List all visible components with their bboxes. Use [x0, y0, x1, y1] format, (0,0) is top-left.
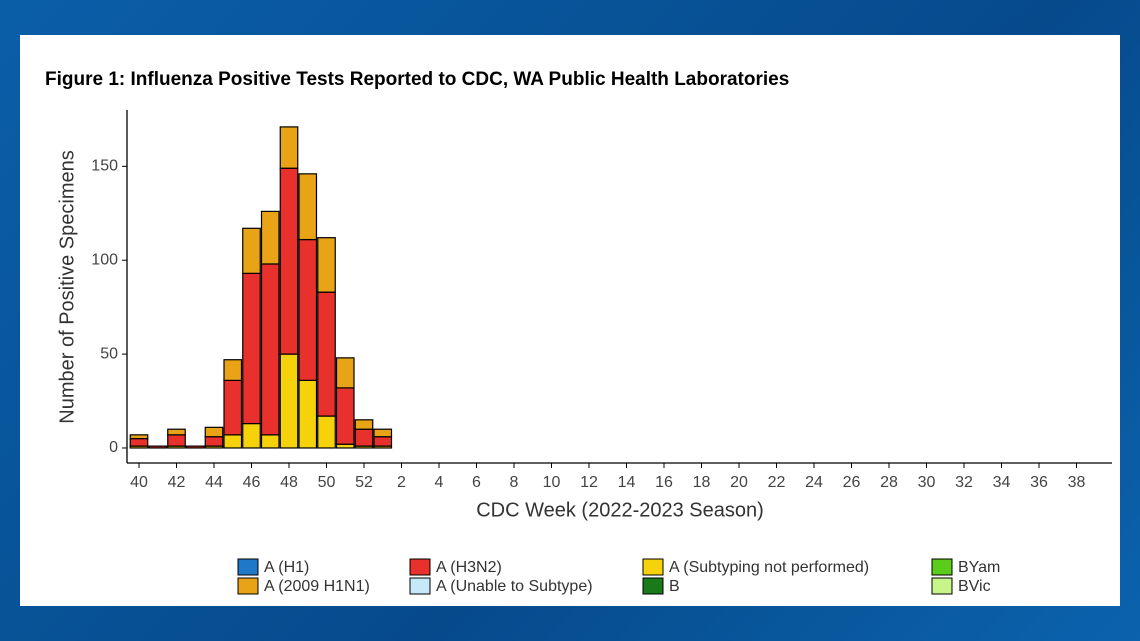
legend-label: A (2009 H1N1): [264, 578, 370, 595]
y-tick-label: 50: [100, 345, 118, 362]
x-tick-label: 6: [472, 474, 481, 491]
y-tick-label: 0: [109, 439, 118, 456]
x-tick-label: 24: [805, 474, 823, 491]
bar-segment: [260, 434, 280, 449]
bar-segment: [167, 434, 186, 447]
bar-segment: [167, 428, 186, 436]
bar-segment: [279, 167, 299, 355]
bar-segment: [298, 173, 318, 241]
legend-label: A (H1): [264, 559, 309, 576]
x-tick-label: 44: [205, 474, 223, 491]
legend-key: [237, 577, 259, 595]
bar-segment: [242, 227, 261, 274]
x-tick-label: 50: [318, 474, 336, 491]
bar-segment: [185, 445, 205, 449]
legend-label: A (Subtyping not performed): [669, 559, 869, 576]
bar-segment: [242, 422, 261, 449]
x-tick-label: 36: [1030, 474, 1048, 491]
x-tick-label: 14: [618, 474, 636, 491]
bar-segment: [279, 126, 299, 169]
bar-segment: [223, 359, 243, 381]
legend-label: A (Unable to Subtype): [436, 578, 593, 595]
x-tick-label: 8: [510, 474, 519, 491]
bar-segment: [298, 238, 318, 381]
bar-segment: [223, 379, 243, 436]
y-tick-label: 150: [91, 158, 118, 175]
bar-segment: [129, 434, 149, 440]
bar-segment: [242, 272, 261, 425]
x-tick-label: 30: [918, 474, 936, 491]
legend-label: B: [669, 578, 680, 595]
x-tick-label: 48: [280, 474, 298, 491]
x-tick-label: 28: [880, 474, 898, 491]
bar-segment: [373, 428, 393, 438]
x-tick-label: 2: [397, 474, 406, 491]
x-tick-label: 26: [843, 474, 861, 491]
x-tick-label: 22: [768, 474, 786, 491]
bar-segment: [354, 419, 374, 430]
bar-segment: [335, 357, 355, 389]
legend-key: [409, 558, 431, 576]
x-tick-label: 34: [993, 474, 1011, 491]
legend-key: [642, 577, 664, 595]
x-tick-label: 16: [655, 474, 673, 491]
legend-key: [642, 558, 664, 576]
x-tick-label: 46: [243, 474, 261, 491]
bar-segment: [317, 291, 336, 417]
y-axis-title: Number of Positive Specimens: [56, 150, 78, 423]
x-tick-label: 4: [435, 474, 444, 491]
legend-key: [237, 558, 259, 576]
bar-segment: [148, 445, 168, 449]
bar-segment: [335, 387, 355, 445]
bar-segment: [223, 434, 243, 449]
bar-segment: [354, 428, 374, 447]
x-tick-label: 20: [730, 474, 748, 491]
bar-segment: [373, 436, 393, 447]
x-tick-label: 42: [168, 474, 186, 491]
bar-segment: [260, 263, 280, 436]
bar-segment: [317, 415, 336, 449]
legend-key: [931, 577, 953, 595]
bar-segment: [260, 210, 280, 265]
bar-segment: [317, 237, 336, 293]
legend-label: A (H3N2): [436, 559, 502, 576]
x-tick-label: 32: [955, 474, 973, 491]
x-tick-label: 52: [355, 474, 373, 491]
bar-segment: [279, 353, 299, 449]
x-tick-label: 10: [543, 474, 561, 491]
x-tick-label: 12: [580, 474, 598, 491]
bar-segment: [129, 437, 149, 447]
bar-segment: [298, 379, 318, 449]
bar-segment: [204, 436, 224, 447]
panel: [20, 35, 1120, 606]
x-axis-title: CDC Week (2022-2023 Season): [476, 499, 764, 521]
legend-key: [409, 577, 431, 595]
legend-label: BYam: [958, 559, 1000, 576]
legend-label: BVic: [958, 578, 991, 595]
x-tick-label: 38: [1068, 474, 1086, 491]
bar-segment: [204, 426, 224, 438]
x-tick-label: 18: [693, 474, 711, 491]
chart-title: Figure 1: Influenza Positive Tests Repor…: [45, 69, 789, 90]
legend-key: [931, 558, 953, 576]
x-tick-label: 40: [130, 474, 148, 491]
y-tick-label: 100: [91, 251, 118, 268]
